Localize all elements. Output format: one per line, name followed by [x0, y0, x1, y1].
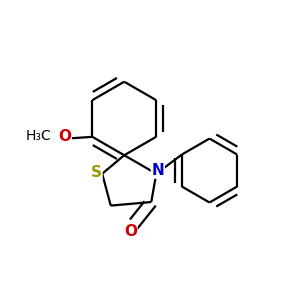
Text: O: O — [58, 129, 71, 144]
Text: H₃C: H₃C — [25, 129, 51, 143]
Text: O: O — [124, 224, 137, 239]
Text: S: S — [91, 165, 102, 180]
Text: N: N — [152, 163, 164, 178]
